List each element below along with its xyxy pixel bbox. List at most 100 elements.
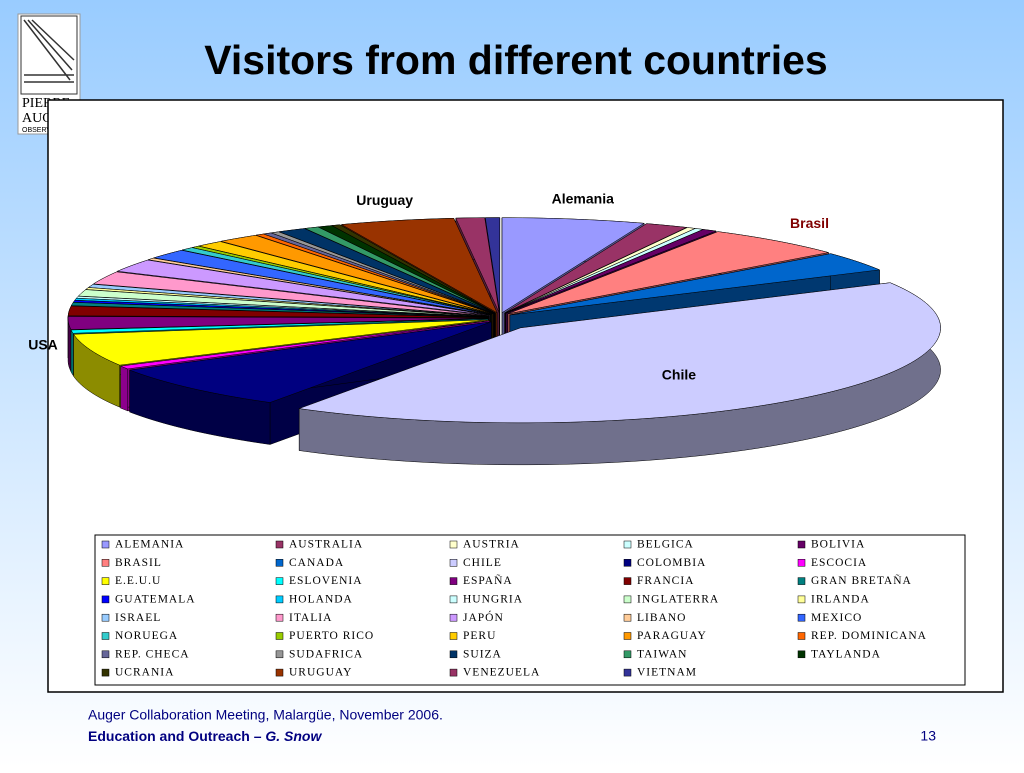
legend-swatch (623, 559, 632, 567)
legend-label: UCRANIA (115, 667, 174, 679)
slice (455, 217, 500, 313)
legend-swatch (449, 540, 458, 549)
legend-label: VENEZUELA (463, 667, 540, 679)
legend-label: JAPÓN (463, 610, 504, 624)
legend-swatch (449, 632, 458, 640)
legend-label: MEXICO (811, 612, 862, 624)
legend-swatch (101, 613, 110, 622)
legend-swatch (449, 595, 458, 604)
footer-text: Education and Outreach – (88, 728, 262, 744)
legend-swatch (797, 632, 806, 640)
legend-swatch (623, 650, 632, 659)
legend-label: GRAN BRETAÑA (811, 573, 912, 587)
legend-label: AUSTRALIA (289, 539, 363, 551)
legend-swatch (623, 668, 632, 677)
legend-label: VIETNAM (637, 667, 697, 679)
slice (116, 259, 490, 316)
legend-swatch (623, 540, 632, 549)
legend-label: AUSTRIA (463, 539, 520, 551)
legend-label: PERU (463, 630, 496, 642)
legend-swatch (101, 577, 110, 585)
legend-label: E.E.U.U (115, 575, 161, 587)
footer-author: G. Snow (265, 728, 322, 744)
legend-label: LIBANO (637, 612, 686, 624)
legend-swatch (101, 632, 110, 640)
legend-label: GUATEMALA (115, 594, 196, 606)
slice (153, 250, 491, 315)
data-label: Alemania (552, 191, 614, 207)
slice-side (120, 365, 129, 412)
legend-swatch (797, 650, 806, 659)
legend-label: NORUEGA (115, 630, 178, 642)
legend-swatch (797, 613, 806, 622)
slice (92, 271, 490, 317)
chart-title: Visitors from different countries (204, 37, 827, 83)
legend-swatch (275, 559, 284, 567)
page-number: 13 (920, 728, 936, 744)
legend-label: TAIWAN (637, 648, 687, 660)
footer-text: Auger Collaboration Meeting, Malargüe, N… (88, 707, 443, 723)
legend-swatch (275, 668, 284, 677)
slice (504, 223, 688, 314)
legend-swatch (797, 595, 806, 604)
legend-label: BRASIL (115, 557, 162, 569)
footer-text: Education and Outreach – G. Snow (88, 728, 322, 744)
legend-swatch (275, 613, 284, 622)
legend-label: HOLANDA (289, 594, 353, 606)
legend-swatch (623, 613, 632, 622)
data-label: USA (28, 336, 58, 352)
legend-label: COLOMBIA (637, 557, 706, 569)
legend-label: URUGUAY (289, 667, 352, 679)
legend-swatch (275, 577, 284, 585)
legend-label: TAYLANDA (811, 648, 881, 660)
legend-label: PARAGUAY (637, 630, 707, 642)
legend-swatch (275, 632, 284, 640)
slice (509, 253, 881, 316)
legend-swatch (101, 540, 110, 549)
legend-swatch (449, 559, 458, 567)
slice (70, 302, 489, 318)
slice (299, 282, 941, 424)
legend-swatch (101, 650, 110, 659)
legend-swatch (101, 595, 110, 604)
legend-label: ISRAEL (115, 612, 161, 624)
legend-swatch (449, 668, 458, 677)
data-label: Canadá (873, 238, 924, 254)
legend-label: CANADA (289, 557, 344, 569)
legend-swatch (797, 577, 806, 585)
legend-label: INGLATERRA (637, 594, 719, 606)
slice (67, 316, 489, 330)
legend-label: ESPAÑA (463, 573, 513, 587)
slice (278, 228, 495, 314)
legend-label: ESLOVENIA (289, 575, 363, 587)
legend-label: REP. DOMINICANA (811, 630, 927, 642)
legend (94, 534, 966, 686)
legend-swatch (101, 668, 110, 677)
legend-swatch (275, 595, 284, 604)
slice (485, 217, 501, 313)
legend-label: BOLIVIA (811, 539, 865, 551)
legend-label: IRLANDA (811, 594, 870, 606)
legend-label: ITALIA (289, 612, 332, 624)
legend-swatch (797, 540, 806, 549)
legend-label: SUDAFRICA (289, 648, 363, 660)
data-label: Chile (662, 367, 696, 383)
legend-swatch (275, 540, 284, 549)
slice (501, 217, 645, 314)
legend-label: REP. CHECA (115, 648, 190, 660)
pie: Alemania Brasil Canadá Chile USA Uruguay (28, 191, 941, 466)
legend-label: ALEMANIA (115, 539, 184, 551)
slice-side (70, 329, 74, 377)
slice (198, 241, 492, 315)
legend-swatch (449, 613, 458, 622)
slice (70, 318, 489, 334)
legend-label: ESCOCIA (811, 557, 867, 569)
legend-swatch (449, 577, 458, 585)
legend-swatch (623, 595, 632, 604)
legend-label: PUERTO RICO (289, 630, 374, 642)
legend-label: SUIZA (463, 648, 502, 660)
legend-label: FRANCIA (637, 575, 694, 587)
legend-swatch (449, 650, 458, 659)
data-label: Brasil (790, 215, 829, 231)
legend-label: HUNGRIA (463, 594, 523, 606)
